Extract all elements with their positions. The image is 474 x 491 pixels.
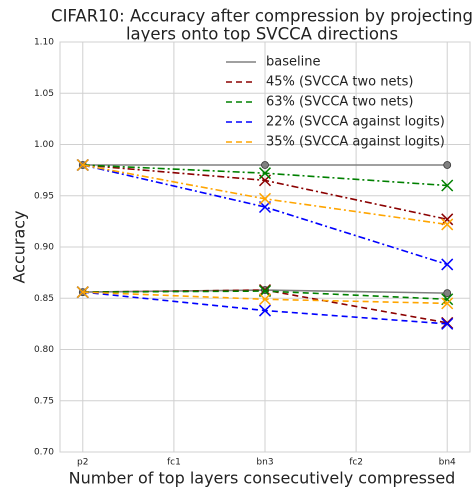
marker [443, 161, 452, 169]
x-axis-label: Number of top layers consecutively compr… [69, 469, 456, 488]
x-tick-label: bn3 [256, 458, 273, 468]
marker [258, 167, 272, 180]
x-tick-label: bn4 [439, 458, 456, 468]
marker [76, 286, 89, 299]
marker [261, 161, 269, 169]
y-tick-label: 1.10 [34, 38, 54, 48]
series-line [82, 164, 448, 266]
marker [441, 317, 454, 330]
chart-title: layers onto top SVCCA directions [126, 25, 398, 44]
marker [441, 297, 454, 310]
y-tick-label: 1.05 [34, 89, 54, 99]
marker [441, 218, 454, 231]
marker [441, 179, 454, 192]
y-tick-label: 0.85 [34, 294, 54, 304]
y-tick-label: 1.00 [34, 140, 54, 150]
marker [258, 192, 272, 205]
x-tick-label: fc2 [349, 458, 363, 468]
y-tick-label: 0.95 [34, 191, 54, 201]
x-tick-label: p2 [77, 458, 88, 468]
legend-label: 35% (SVCCA against logits) [266, 135, 445, 150]
y-tick-label: 0.80 [34, 345, 54, 355]
chart-title: CIFAR10: Accuracy after compression by p… [51, 7, 473, 26]
marker [441, 258, 454, 271]
marker [441, 213, 454, 226]
y-axis-label: Accuracy [10, 210, 29, 283]
marker [443, 289, 452, 298]
y-tick-label: 0.90 [34, 243, 54, 253]
y-tick-label: 0.70 [34, 448, 54, 458]
x-tick-label: fc1 [167, 458, 181, 468]
legend-label: 45% (SVCCA two nets) [266, 75, 413, 90]
legend-label: 22% (SVCCA against logits) [266, 115, 445, 130]
legend-label: baseline [266, 55, 320, 70]
legend-label: 63% (SVCCA two nets) [266, 95, 413, 110]
marker [258, 293, 272, 306]
marker [76, 158, 89, 172]
marker [258, 304, 272, 317]
y-tick-label: 0.75 [34, 396, 54, 406]
